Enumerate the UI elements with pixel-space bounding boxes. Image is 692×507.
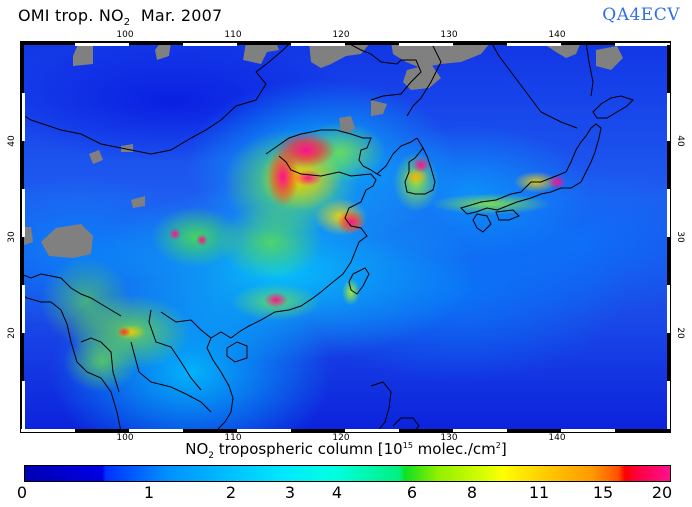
label-text: ]: [500, 440, 507, 458]
colorbar-tick: 6: [406, 483, 418, 502]
colorbar-label: NO2 tropospheric column [1015 molec./cm2…: [185, 440, 507, 461]
lon-tick-top: 120: [332, 30, 350, 40]
axis-bar-left: [21, 141, 24, 189]
axis-bar-right: [667, 141, 670, 189]
axis-bar-right: [667, 285, 671, 333]
axis-bar-bottom: [75, 429, 129, 432]
brand-logo: QA4ECV: [602, 5, 680, 25]
axis-bar-right: [667, 381, 671, 429]
colorbar-tick: 4: [331, 483, 343, 502]
axis-bar-top: [291, 42, 345, 46]
lat-tick-right: 40: [675, 135, 685, 147]
colorbar-tick: 1: [143, 483, 155, 502]
lon-tick-bottom: 140: [548, 433, 566, 443]
title-subscript: 2: [123, 17, 131, 28]
axis-bar-bottom: [291, 429, 345, 432]
colorbar: [24, 465, 671, 482]
label-superscript: 2: [495, 441, 501, 450]
axis-bar-top: [129, 42, 183, 45]
axis-bar-left: [21, 189, 25, 237]
label-subscript: 2: [208, 451, 215, 461]
axis-bar-bottom: [21, 429, 75, 433]
axis-bar-bottom: [453, 429, 507, 433]
axis-bar-right: [667, 333, 670, 381]
coastlines: [21, 42, 634, 432]
label-text: tropospheric column [10: [214, 440, 403, 458]
no2-heatmap: [21, 42, 670, 432]
lat-tick-left: 40: [7, 135, 17, 147]
title-text: OMI trop. NO: [18, 6, 124, 25]
axis-bar-bottom: [129, 429, 183, 433]
colorbar-tick: 20: [651, 483, 673, 502]
axis-bar-bottom: [345, 429, 399, 433]
lon-tick-top: 130: [440, 30, 458, 40]
label-text: molec./cm: [412, 440, 496, 458]
lat-tick-right: 30: [675, 231, 685, 243]
axis-bar-top: [615, 42, 670, 46]
axis-bar-right: [667, 237, 670, 285]
colorbar-tick: 15: [592, 483, 614, 502]
axis-bar-top: [237, 42, 291, 45]
axis-bar-top: [399, 42, 453, 46]
axis-bar-left: [21, 381, 25, 429]
lat-tick-left: 30: [7, 231, 17, 243]
lon-tick-bottom: 100: [116, 433, 134, 443]
axis-bar-bottom: [399, 429, 453, 432]
axis-bar-bottom: [507, 429, 561, 432]
title-date: Mar. 2007: [130, 6, 223, 25]
label-text: NO: [185, 440, 209, 458]
axis-bar-top: [453, 42, 507, 45]
axis-bar-bottom: [183, 429, 237, 432]
lon-tick-bottom: 120: [332, 433, 350, 443]
chart-title: OMI trop. NO2 Mar. 2007: [18, 6, 223, 28]
lat-tick-right: 20: [675, 327, 685, 339]
axis-bar-left: [21, 285, 25, 333]
missing-data-mask: [21, 42, 623, 258]
hotspots: [21, 42, 670, 432]
axis-bar-bottom: [237, 429, 291, 433]
axis-bar-right: [667, 45, 670, 93]
axis-bar-right: [667, 93, 671, 141]
axis-bar-left: [21, 93, 25, 141]
lon-tick-top: 100: [116, 30, 134, 40]
axis-bar-left: [21, 333, 24, 381]
lat-tick-left: 20: [7, 327, 17, 339]
axis-bar-left: [21, 237, 24, 285]
axis-bar-top: [183, 42, 237, 46]
colorbar-tick: 11: [528, 483, 550, 502]
axis-bar-top: [561, 42, 615, 45]
lon-tick-bottom: 130: [440, 433, 458, 443]
label-superscript: 15: [402, 441, 413, 450]
axis-bar-top: [75, 42, 129, 46]
axis-bar-top: [345, 42, 399, 45]
axis-bar-bottom: [615, 429, 670, 432]
colorbar-tick: 2: [225, 483, 237, 502]
colorbar-tick: 8: [466, 483, 478, 502]
axis-bar-right: [667, 189, 671, 237]
lon-tick-top: 140: [548, 30, 566, 40]
colorbar-tick: 3: [284, 483, 296, 502]
axis-bar-top: [507, 42, 561, 46]
axis-bar-top: [21, 42, 75, 45]
lon-tick-bottom: 110: [224, 433, 242, 443]
lon-tick-top: 110: [224, 30, 242, 40]
axis-bar-left: [21, 45, 24, 93]
colorbar-tick: 0: [16, 483, 28, 502]
axis-bar-bottom: [561, 429, 615, 433]
